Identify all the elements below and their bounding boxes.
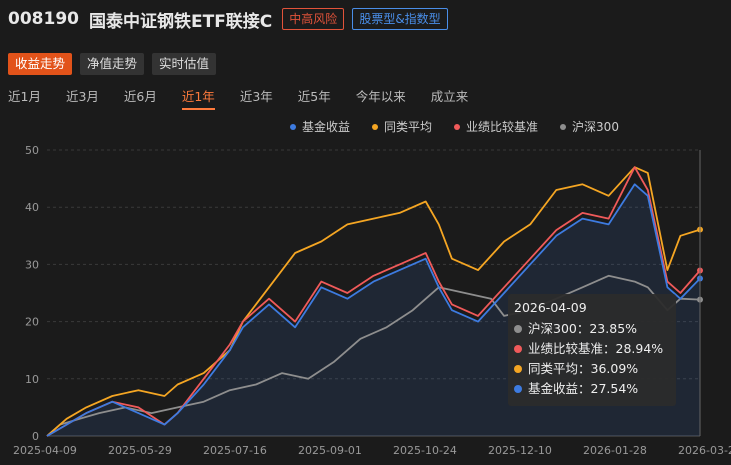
tooltip-date: 2026-04-09: [514, 300, 587, 315]
fund-type-badge[interactable]: 股票型&指数型: [352, 8, 448, 30]
legend-benchmark[interactable]: 业绩比较基准: [454, 118, 538, 135]
tooltip-dot: [514, 345, 522, 353]
period-3y[interactable]: 近3年: [239, 89, 273, 104]
legend-dot: [372, 123, 379, 130]
x-tick-label: 2026-03-24: [678, 444, 731, 457]
tooltip-dot: [514, 365, 522, 373]
x-tick-label: 2026-01-28: [583, 444, 647, 457]
tab-return-trend[interactable]: 收益走势: [8, 53, 73, 75]
chart-legend: 基金收益 同类平均 业绩比较基准 沪深300: [290, 118, 641, 135]
tooltip-label: 沪深300：23.85%: [528, 321, 638, 336]
tooltip-label: 业绩比较基准：28.94%: [528, 341, 664, 356]
series-line: [46, 166, 701, 437]
tooltip-row-peer-average: 同类平均：36.09%: [514, 359, 670, 379]
period-ytd[interactable]: 今年以来: [355, 89, 406, 104]
legend-dot: [290, 123, 296, 130]
tooltip-label: 基金收益：27.54%: [528, 381, 639, 396]
tooltip-row-benchmark: 业绩比较基准：28.94%: [514, 339, 670, 359]
tooltip-dot: [514, 385, 522, 393]
tab-realtime-estimate[interactable]: 实时估值: [152, 53, 217, 75]
legend-label: 同类平均: [384, 120, 433, 134]
risk-badge: 中高风险: [282, 8, 345, 30]
chart-view-tabs: 收益走势 净值走势 实时估值: [8, 53, 217, 75]
period-1y[interactable]: 近1年: [181, 88, 215, 110]
y-tick-label: 0: [32, 430, 39, 443]
legend-label: 基金收益: [302, 120, 351, 134]
legend-fund-return[interactable]: 基金收益: [290, 118, 350, 135]
legend-peer-average[interactable]: 同类平均: [372, 118, 432, 135]
y-tick-label: 40: [25, 201, 39, 214]
period-since-inception[interactable]: 成立来: [430, 89, 469, 104]
x-tick-label: 2025-05-29: [108, 444, 172, 457]
fund-name: 国泰中证钢铁ETF联接C: [88, 11, 273, 32]
period-3m[interactable]: 近3月: [65, 89, 99, 104]
y-tick-label: 20: [25, 316, 39, 329]
y-tick-label: 50: [25, 144, 39, 157]
tab-nav-trend[interactable]: 净值走势: [80, 53, 145, 75]
legend-dot: [560, 123, 567, 130]
y-tick-label: 30: [25, 258, 39, 271]
period-selector: 近1月 近3月 近6月 近1年 近3年 近5年 今年以来 成立来: [8, 88, 493, 110]
legend-label: 沪深300: [572, 120, 619, 134]
x-tick-label: 2025-04-09: [13, 444, 77, 457]
tooltip-row-csi300: 沪深300：23.85%: [514, 319, 670, 339]
y-tick-label: 10: [25, 373, 39, 386]
series-line: [46, 183, 701, 437]
tooltip-dot: [514, 325, 522, 333]
tooltip-label: 同类平均：36.09%: [528, 361, 639, 376]
x-tick-label: 2025-10-24: [393, 444, 457, 457]
x-tick-label: 2025-07-16: [203, 444, 267, 457]
tooltip-row-fund-return: 基金收益：27.54%: [514, 379, 670, 399]
fund-code: 008190: [8, 9, 79, 29]
legend-label: 业绩比较基准: [466, 120, 539, 134]
legend-dot: [454, 123, 461, 130]
period-5y[interactable]: 近5年: [297, 89, 331, 104]
period-6m[interactable]: 近6月: [123, 89, 157, 104]
legend-csi300[interactable]: 沪深300: [560, 118, 619, 135]
x-tick-label: 2025-12-10: [488, 444, 552, 457]
x-tick-label: 2025-09-01: [298, 444, 362, 457]
period-1m[interactable]: 近1月: [8, 89, 41, 104]
fund-header: 008190 国泰中证钢铁ETF联接C 中高风险 股票型&指数型: [0, 0, 731, 38]
chart-tooltip: 2026-04-09 沪深300：23.85% 业绩比较基准：28.94% 同类…: [508, 294, 676, 406]
